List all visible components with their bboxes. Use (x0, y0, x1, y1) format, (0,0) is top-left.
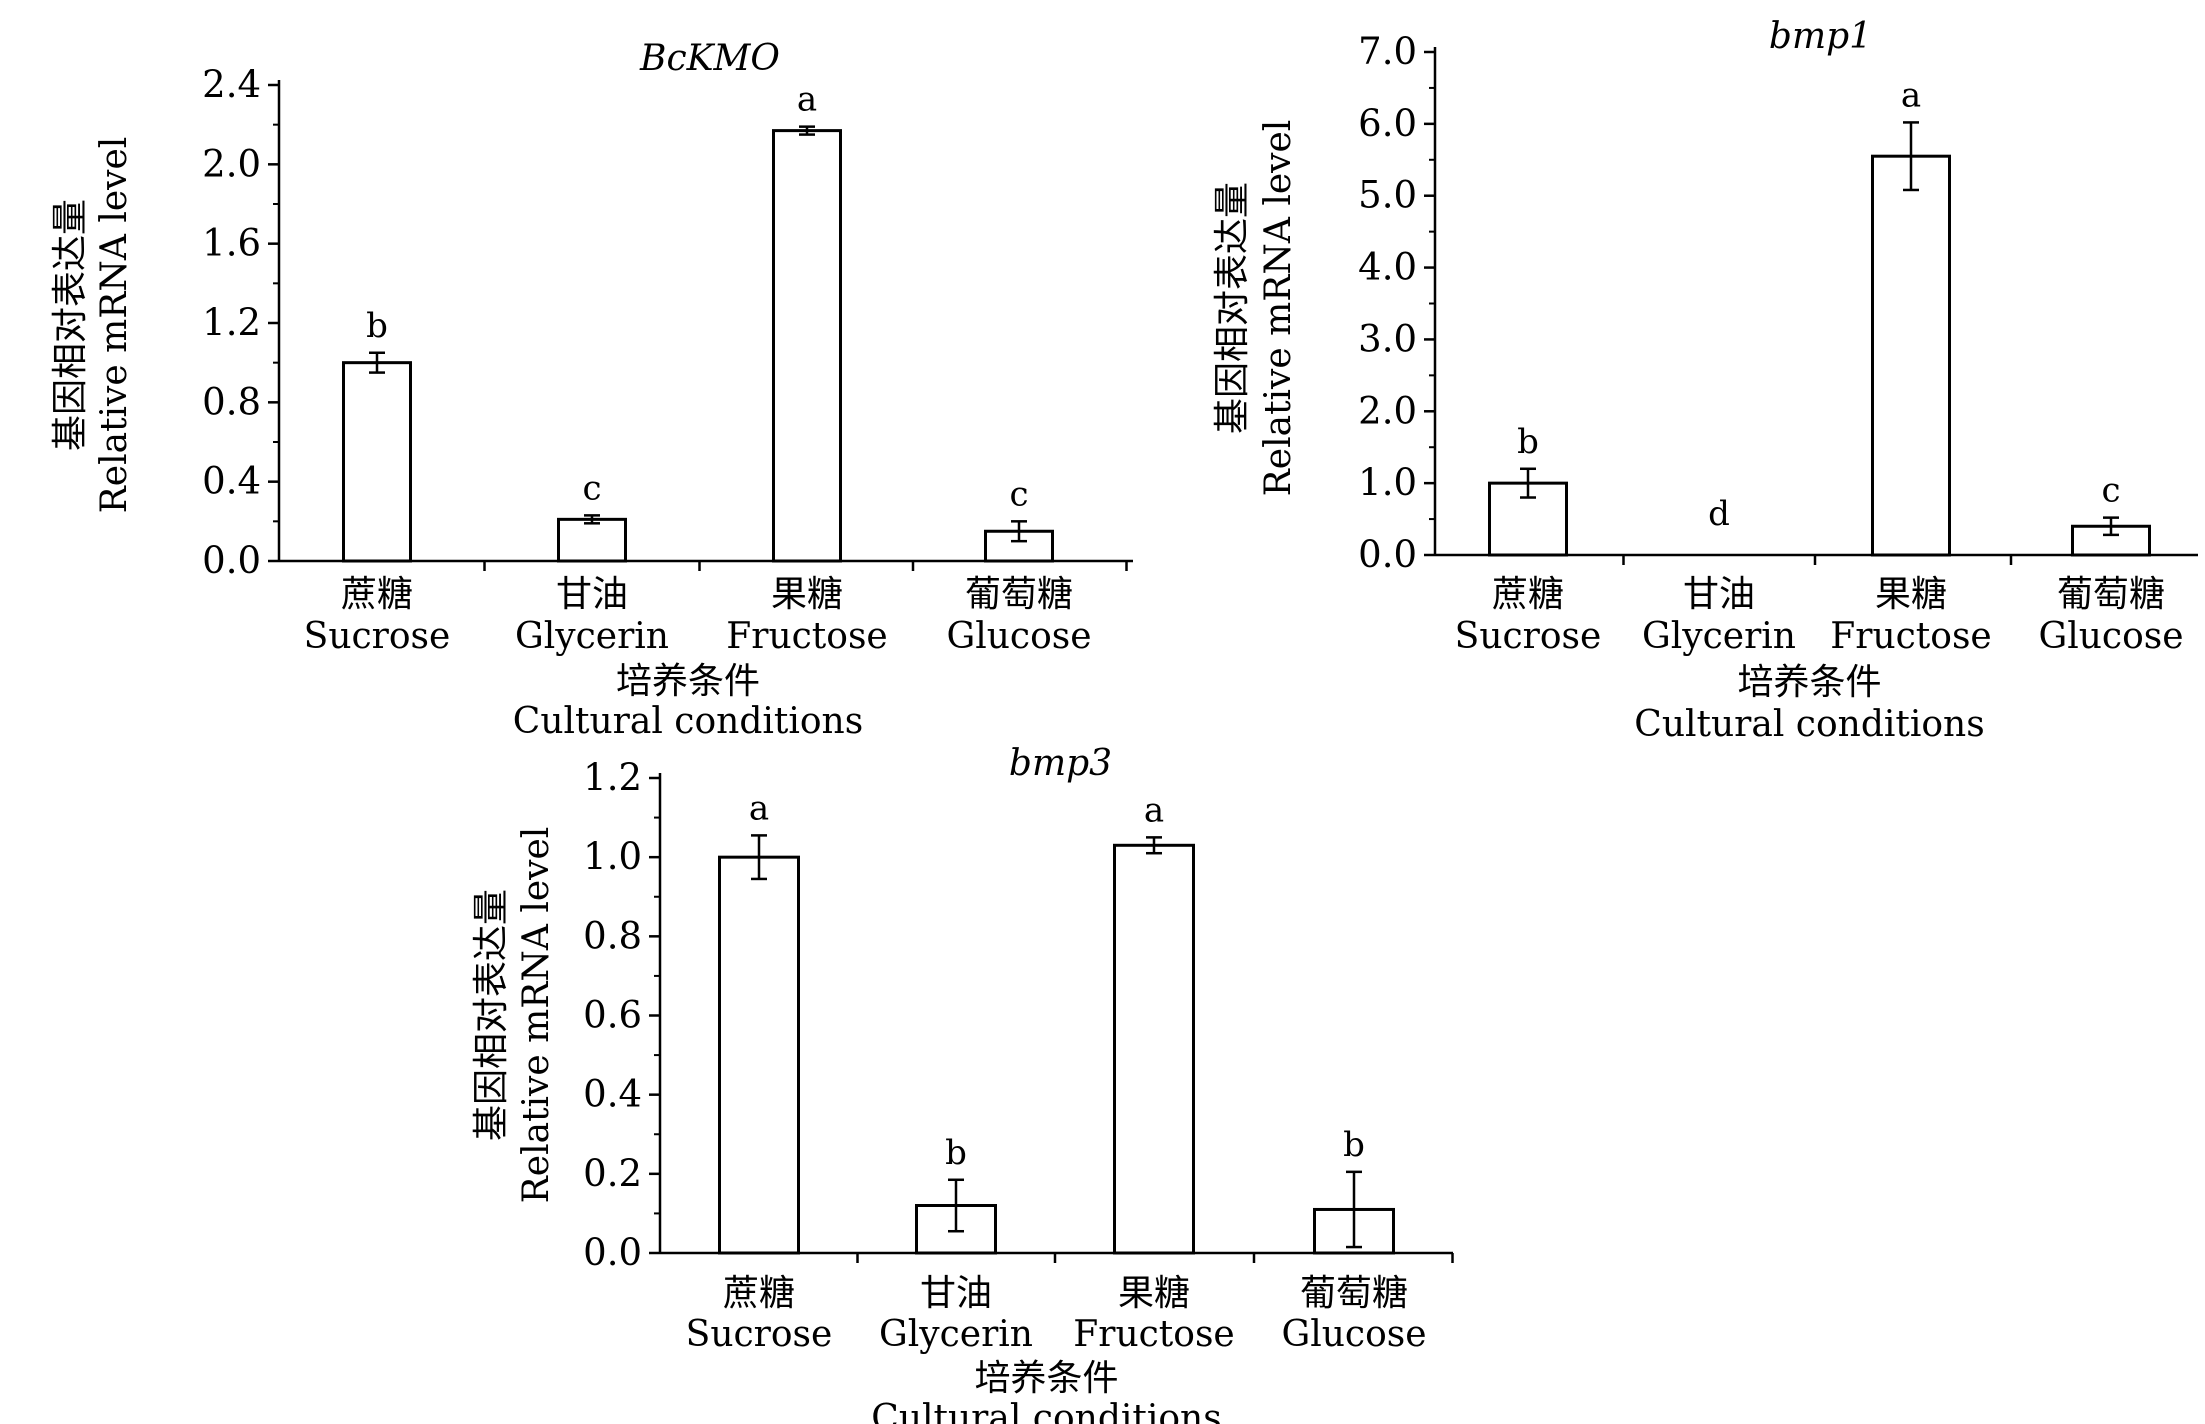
category-label: Sucrose (1455, 616, 1602, 657)
bar (557, 517, 627, 563)
category-label: Glycerin (879, 1314, 1033, 1355)
y-tick-label: 0.8 (202, 380, 261, 423)
y-tick-label: 1.2 (202, 301, 261, 344)
significance-label: a (1144, 790, 1164, 830)
y-axis-title: Relative mRNA level (516, 827, 557, 1204)
category-label: Glycerin (1642, 616, 1796, 657)
y-tick-label: 0.2 (583, 1152, 642, 1195)
y-tick-label: 0.4 (202, 460, 261, 503)
significance-label: b (1343, 1125, 1365, 1165)
y-axis-title-cn: 基因相对表达量 (50, 199, 91, 451)
y-tick-label: 1.2 (583, 756, 642, 799)
x-axis-title-cn: 培养条件 (974, 1358, 1118, 1399)
chart-title: BcKMO (639, 38, 780, 79)
significance-label: a (797, 80, 817, 120)
category-label-cn: 甘油 (556, 574, 628, 615)
bar (1113, 843, 1195, 1255)
category-label: Fructose (1830, 616, 1991, 657)
category-label-cn: 果糖 (771, 574, 843, 615)
y-tick-label: 2.0 (1358, 389, 1417, 432)
category-label-cn: 蔗糖 (1492, 574, 1564, 615)
category-label-cn: 葡萄糖 (1300, 1273, 1408, 1314)
y-tick-label: 1.0 (1358, 461, 1417, 504)
chart-title: bmp1 (1769, 16, 1872, 57)
x-axis-title-cn: 培养条件 (1737, 662, 1881, 703)
bar (342, 361, 412, 563)
category-label: Sucrose (686, 1314, 833, 1355)
category-label-cn: 甘油 (920, 1273, 992, 1314)
category-label: Glycerin (515, 616, 669, 657)
significance-label: b (945, 1133, 967, 1173)
significance-label: c (582, 468, 601, 508)
significance-label: c (1009, 474, 1028, 514)
category-label-cn: 蔗糖 (341, 574, 413, 615)
bar (772, 129, 842, 563)
y-tick-label: 4.0 (1358, 246, 1417, 289)
category-label: Sucrose (304, 616, 451, 657)
category-label-cn: 葡萄糖 (2057, 574, 2165, 615)
significance-label: b (366, 306, 388, 346)
y-tick-label: 2.0 (202, 142, 261, 185)
category-label-cn: 果糖 (1118, 1273, 1190, 1314)
significance-label: b (1517, 422, 1539, 462)
category-label-cn: 果糖 (1875, 574, 1947, 615)
y-axis-title-cn: 基因相对表达量 (1212, 182, 1253, 434)
category-label: Glucose (946, 616, 1091, 657)
y-tick-label: 6.0 (1358, 102, 1417, 145)
category-label-cn: 甘油 (1683, 574, 1755, 615)
x-axis-title: Cultural conditions (513, 701, 863, 742)
category-label-cn: 葡萄糖 (965, 574, 1073, 615)
y-axis-title: Relative mRNA level (94, 137, 135, 514)
y-axis-title-cn: 基因相对表达量 (471, 889, 512, 1141)
significance-label: a (749, 788, 769, 828)
y-tick-label: 0.0 (202, 539, 261, 582)
y-tick-label: 7.0 (1358, 30, 1417, 73)
significance-label: c (2101, 471, 2120, 511)
y-tick-label: 1.0 (583, 835, 642, 878)
category-label-cn: 蔗糖 (723, 1273, 795, 1314)
x-axis-title-cn: 培养条件 (616, 661, 760, 702)
y-tick-label: 0.6 (583, 994, 642, 1037)
category-label: Glucose (2038, 616, 2183, 657)
y-tick-label: 1.6 (202, 222, 261, 265)
y-tick-label: 2.4 (202, 63, 261, 106)
x-axis-title: Cultural conditions (1634, 704, 1984, 745)
bar (1871, 154, 1951, 557)
y-tick-label: 0.0 (583, 1231, 642, 1274)
y-tick-label: 0.0 (1358, 533, 1417, 576)
y-tick-label: 3.0 (1358, 317, 1417, 360)
y-axis-title: Relative mRNA level (1258, 120, 1299, 497)
bar (718, 855, 800, 1255)
category-label: Fructose (726, 616, 887, 657)
y-tick-label: 0.8 (583, 914, 642, 957)
category-label: Fructose (1073, 1314, 1234, 1355)
significance-label: a (1901, 75, 1921, 115)
y-tick-label: 5.0 (1358, 174, 1417, 217)
y-tick-label: 0.4 (583, 1073, 642, 1116)
chart-title: bmp3 (1009, 743, 1112, 784)
category-label: Glucose (1281, 1314, 1426, 1355)
significance-label: d (1708, 494, 1730, 534)
x-axis-title: Cultural conditions (871, 1398, 1221, 1424)
